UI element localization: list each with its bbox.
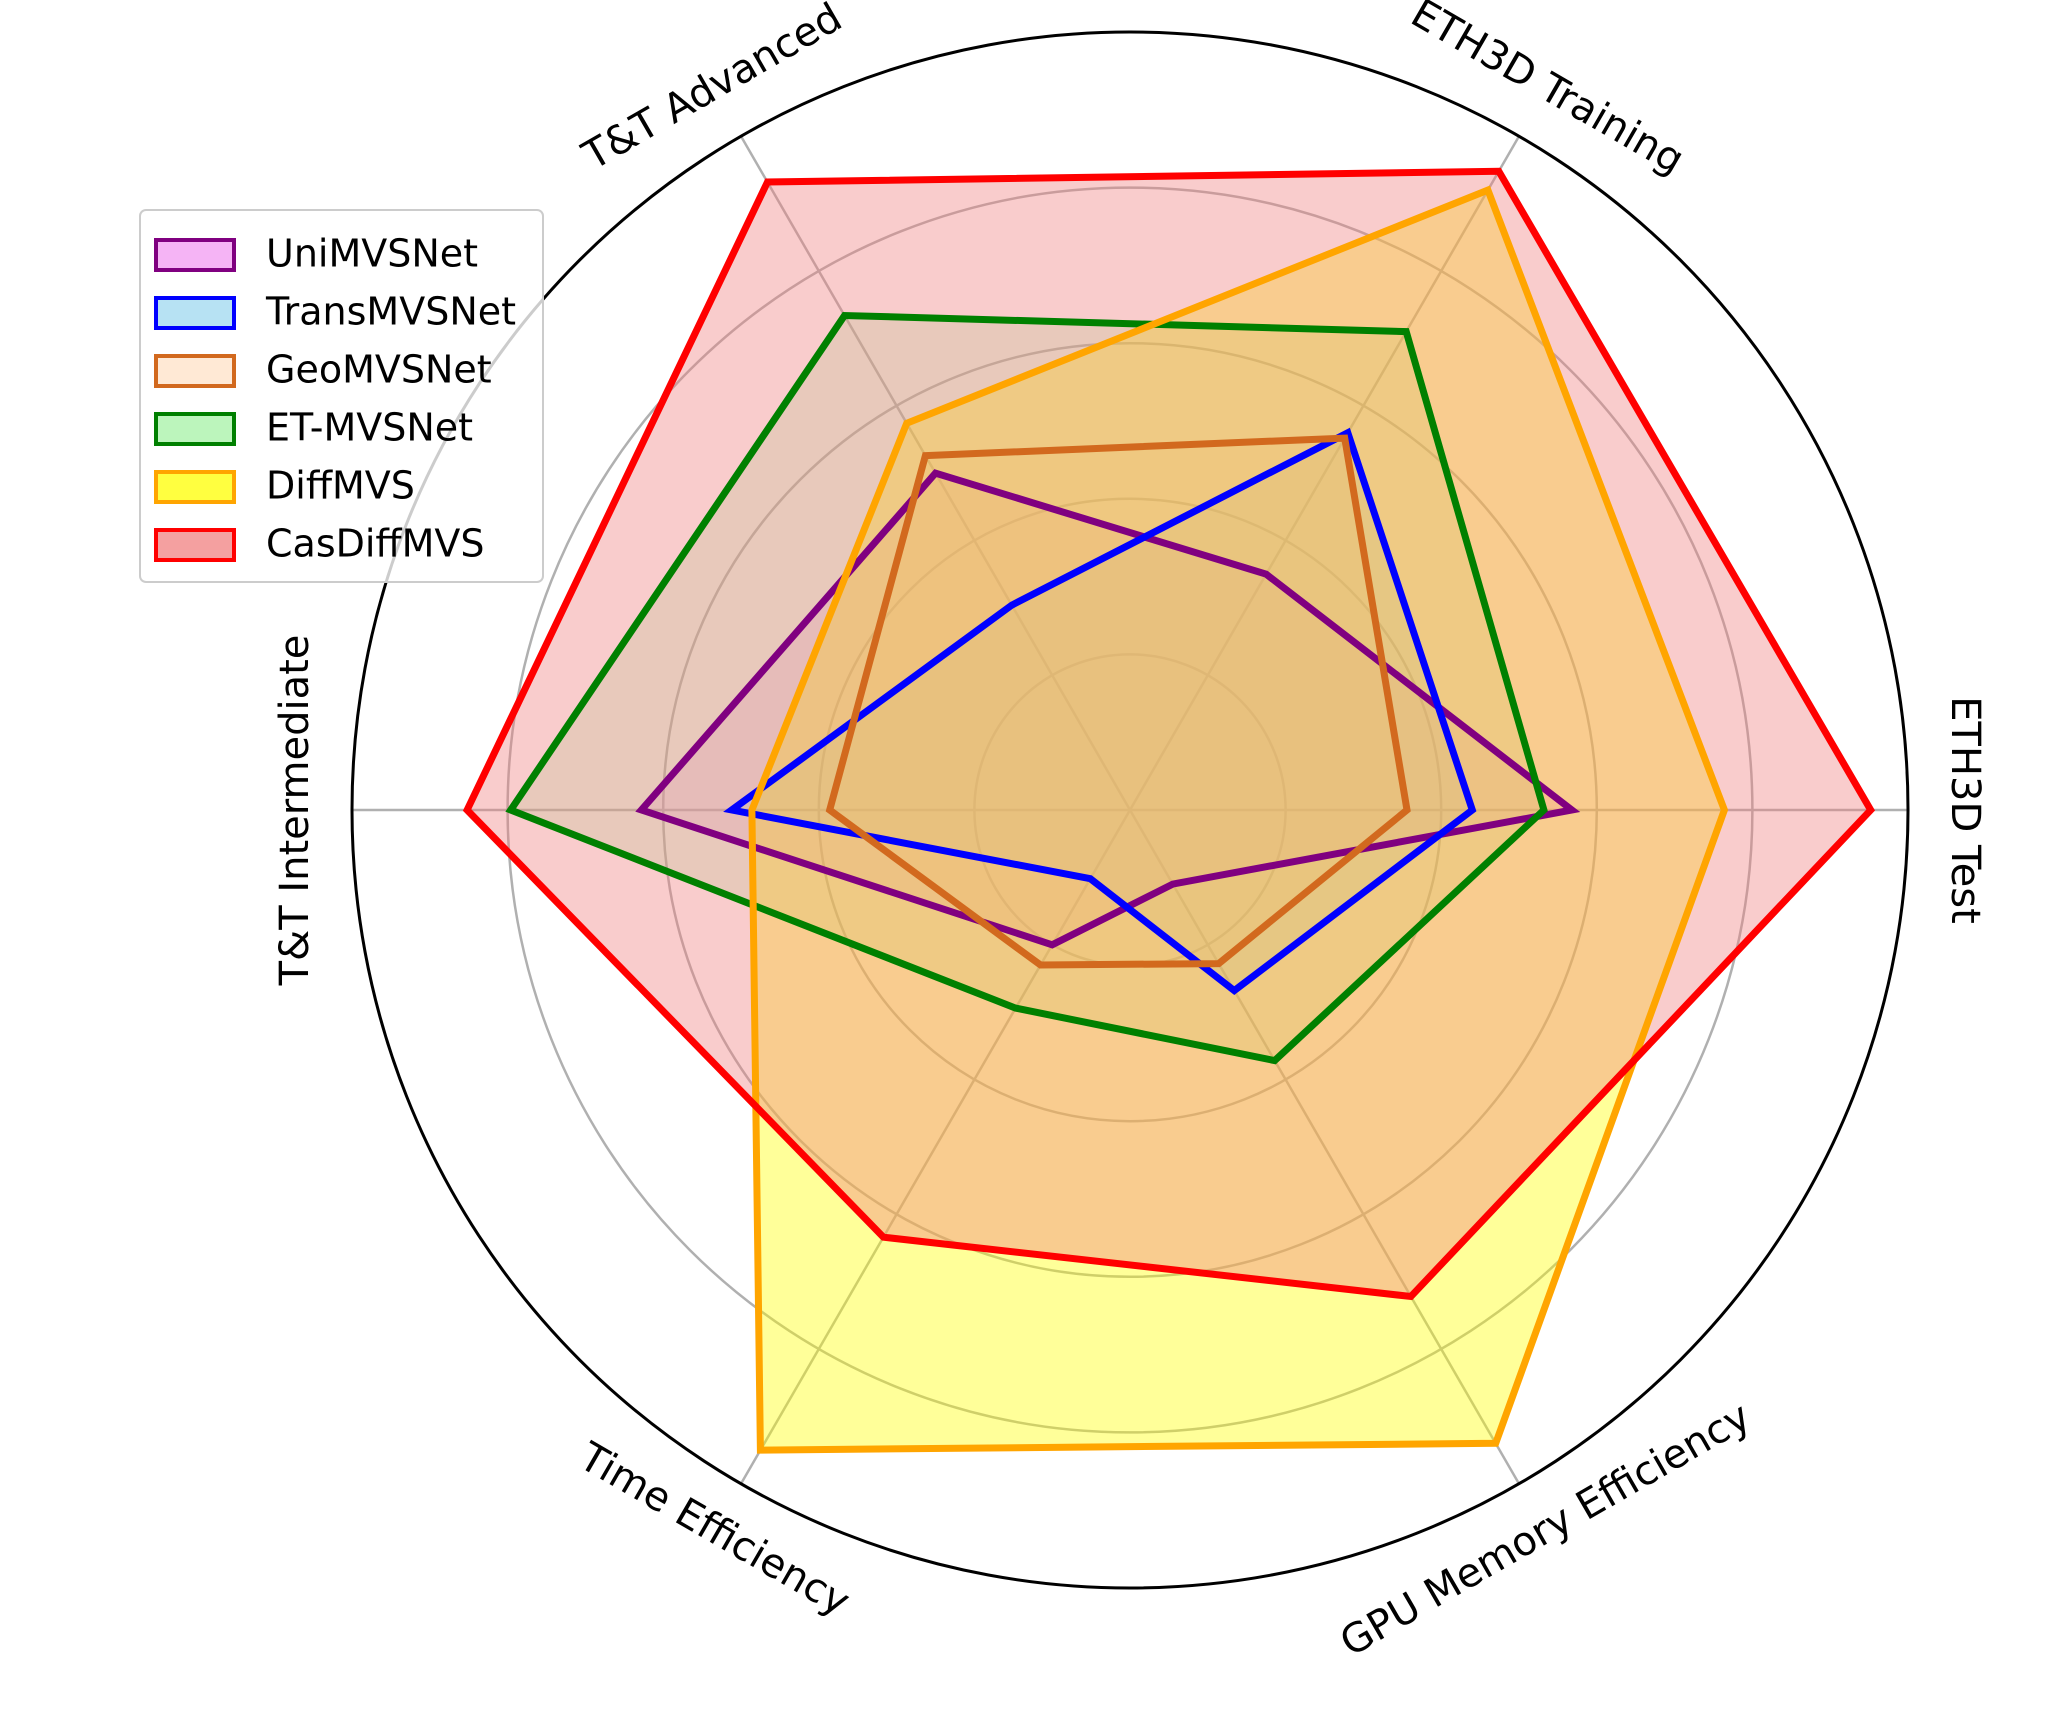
legend-swatch bbox=[154, 354, 236, 388]
axis-label: Time Efficiency bbox=[571, 1433, 858, 1625]
series-area-unimvsnet bbox=[641, 473, 1572, 945]
series-line-unimvsnet bbox=[635, 469, 1581, 949]
legend-swatch bbox=[154, 296, 236, 330]
legend-swatch bbox=[154, 470, 236, 504]
outer-frame bbox=[350, 30, 1910, 1590]
axis-label: ETH3D Test bbox=[1942, 696, 1988, 924]
series-area-et-mvsnet bbox=[510, 315, 1544, 1061]
grid-spoke bbox=[1128, 809, 1521, 1485]
series-line-diffmvs bbox=[748, 185, 1729, 1454]
series-area-diffmvs bbox=[751, 190, 1725, 1451]
legend-label: CasDiffMVS bbox=[266, 522, 485, 566]
series-area-casdiffmvs bbox=[467, 171, 1871, 1297]
grid-layer bbox=[350, 30, 1910, 1590]
legend: UniMVSNet TransMVSNet GeoMVSNet ET-MVSNet Di… bbox=[139, 209, 544, 583]
series-area-transmvsnet bbox=[731, 432, 1473, 991]
axis-label: ETH3D Training bbox=[1403, 0, 1692, 183]
grid-spoke bbox=[739, 809, 1132, 1485]
axis-label: T&T Intermediate bbox=[272, 635, 318, 987]
legend-swatch bbox=[154, 412, 236, 446]
legend-label: TransMVSNet bbox=[265, 290, 516, 334]
legend-label: UniMVSNet bbox=[266, 232, 478, 276]
series-line-geomvsnet bbox=[825, 434, 1411, 969]
series-line-casdiffmvs bbox=[462, 167, 1876, 1301]
legend-frame bbox=[139, 209, 544, 583]
legend-label: DiffMVS bbox=[266, 464, 415, 508]
legend-swatch bbox=[154, 528, 236, 562]
series-line-et-mvsnet bbox=[505, 311, 1548, 1065]
legend-swatch bbox=[154, 238, 236, 272]
legend-label: ET-MVSNet bbox=[266, 406, 473, 450]
grid-spoke bbox=[1128, 135, 1521, 811]
series-line-transmvsnet bbox=[723, 427, 1477, 996]
series-layer bbox=[462, 167, 1876, 1454]
legend-label: GeoMVSNet bbox=[266, 348, 492, 392]
